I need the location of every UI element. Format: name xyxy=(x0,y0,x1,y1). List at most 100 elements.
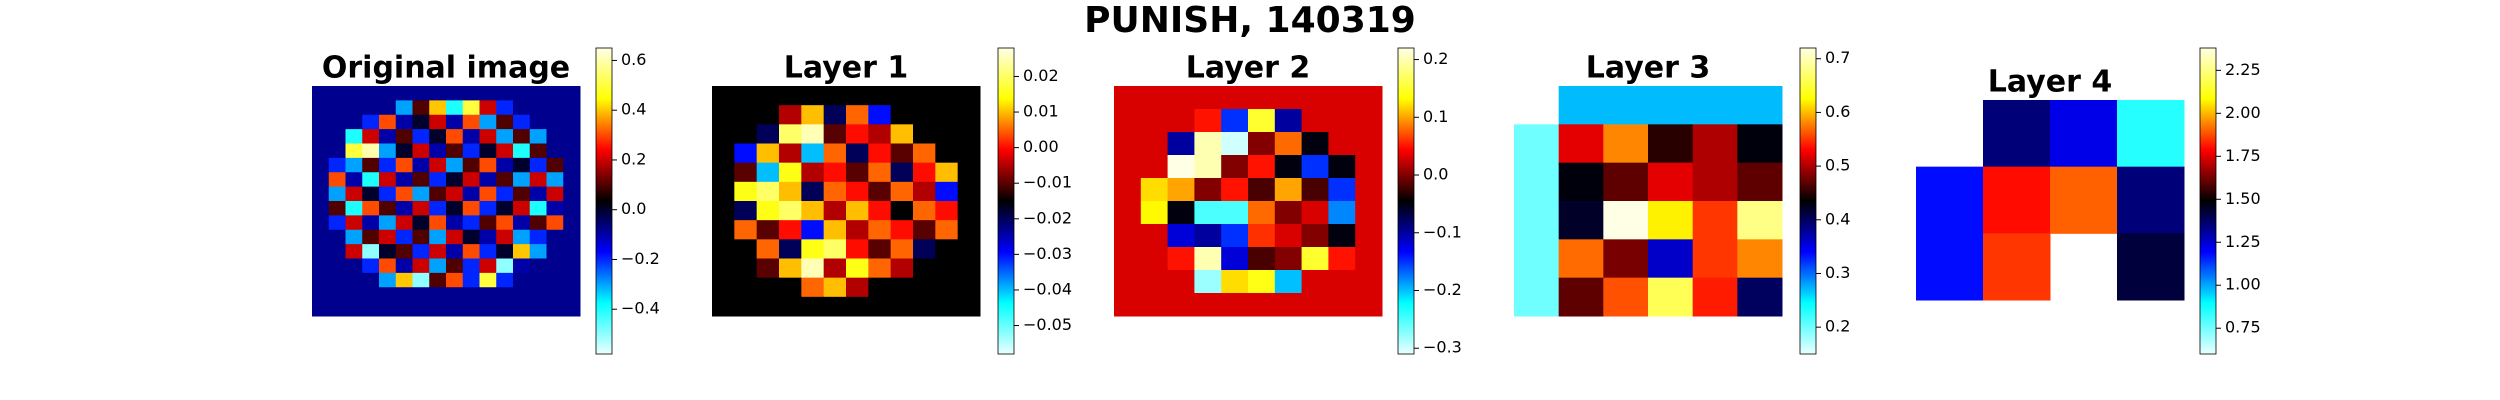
cell xyxy=(868,124,892,144)
cell xyxy=(312,201,330,216)
cell xyxy=(312,186,330,202)
panel-title: Layer 2 xyxy=(1186,51,1310,86)
cell xyxy=(328,301,346,317)
cell xyxy=(1355,109,1383,133)
cell xyxy=(1167,178,1195,202)
colorbar-tick-label: 1.75 xyxy=(2225,146,2261,165)
cell xyxy=(913,86,936,106)
cell xyxy=(328,244,346,259)
cell xyxy=(890,162,914,183)
cell xyxy=(1328,155,1356,179)
cell xyxy=(890,296,914,317)
cell xyxy=(801,201,825,221)
cell xyxy=(328,114,346,130)
cell xyxy=(1355,155,1383,179)
cell xyxy=(712,220,735,240)
cell xyxy=(890,105,914,125)
cell xyxy=(1248,247,1276,271)
cell xyxy=(1648,239,1694,279)
cell xyxy=(328,129,346,144)
cell xyxy=(379,186,397,202)
cell xyxy=(513,157,531,173)
cell xyxy=(563,86,581,101)
cell xyxy=(957,277,981,298)
cell xyxy=(712,105,735,125)
cell xyxy=(801,124,825,144)
cell xyxy=(1648,124,1694,164)
cell xyxy=(935,201,959,221)
cell xyxy=(779,201,802,221)
cell xyxy=(868,143,892,164)
cell xyxy=(801,277,825,298)
cell xyxy=(801,105,825,125)
cell xyxy=(312,301,330,317)
cell xyxy=(957,181,981,202)
colorbar-tick-label: 0.02 xyxy=(1023,66,1059,85)
cell xyxy=(1248,201,1276,225)
cell xyxy=(846,296,869,317)
colorbar-tick-label: −0.01 xyxy=(1023,173,1072,192)
cell xyxy=(957,296,981,317)
cell xyxy=(1114,270,1142,294)
cell xyxy=(1140,178,1169,202)
cell xyxy=(446,244,464,259)
cell xyxy=(1648,162,1694,202)
cell xyxy=(1167,270,1195,294)
cell xyxy=(1301,178,1329,202)
cell xyxy=(362,86,380,101)
cell xyxy=(479,244,497,259)
cell xyxy=(529,258,547,274)
cell xyxy=(429,186,447,202)
cell xyxy=(890,239,914,259)
cell xyxy=(1274,201,1303,225)
cell xyxy=(779,296,802,317)
cell xyxy=(496,100,514,116)
cell xyxy=(1737,162,1783,202)
cell xyxy=(563,143,581,159)
colorbar-tick-label: 0.6 xyxy=(621,50,646,69)
cell xyxy=(1221,224,1249,248)
cell xyxy=(1114,109,1142,133)
cell xyxy=(496,114,514,130)
cell xyxy=(1355,247,1383,271)
cell xyxy=(345,100,363,116)
cell xyxy=(846,143,869,164)
cell xyxy=(312,143,330,159)
cell xyxy=(479,301,497,317)
cell xyxy=(312,287,330,303)
cell xyxy=(1558,201,1604,240)
cell xyxy=(779,258,802,279)
cell xyxy=(345,172,363,188)
cell xyxy=(779,105,802,125)
cell xyxy=(779,86,802,106)
cell xyxy=(479,129,497,144)
cell xyxy=(712,181,735,202)
cell xyxy=(362,244,380,259)
cell xyxy=(1140,270,1169,294)
cell xyxy=(479,86,497,101)
cell xyxy=(913,124,936,144)
cell xyxy=(846,162,869,183)
cell xyxy=(2117,166,2185,234)
cell xyxy=(712,124,735,144)
cell xyxy=(412,272,430,288)
cell xyxy=(846,220,869,240)
cell xyxy=(1248,270,1276,294)
cell xyxy=(312,244,330,259)
cell xyxy=(362,287,380,303)
cell xyxy=(756,162,780,183)
cell xyxy=(412,129,430,144)
cell xyxy=(496,287,514,303)
cell xyxy=(935,258,959,279)
cell xyxy=(496,129,514,144)
cell xyxy=(429,272,447,288)
cell xyxy=(779,220,802,240)
cell xyxy=(328,100,346,116)
cell xyxy=(563,258,581,274)
cell xyxy=(779,124,802,144)
cell xyxy=(1248,132,1276,156)
panel-title: Layer 1 xyxy=(784,51,908,86)
cell xyxy=(801,220,825,240)
cell xyxy=(395,229,413,245)
cell xyxy=(846,181,869,202)
